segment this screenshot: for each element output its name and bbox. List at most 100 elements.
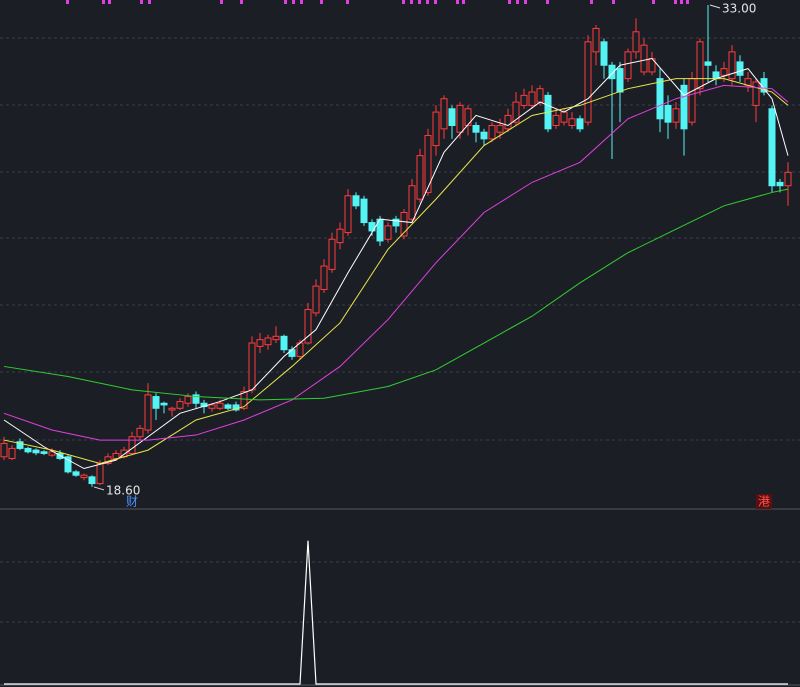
candle-body [400, 212, 408, 237]
candle-body [776, 181, 784, 187]
event-marker: 港 [758, 495, 770, 509]
moving-average-line [3, 58, 789, 470]
candle-body [696, 41, 704, 90]
price-annotation: 18.60 [106, 483, 140, 497]
candle-body [328, 238, 336, 270]
candle-body [96, 462, 104, 485]
indicator-line [4, 540, 788, 685]
candle-body [576, 118, 584, 130]
candle-body [704, 61, 712, 66]
candle-body [304, 309, 312, 344]
candle-body [584, 41, 592, 123]
candle-body [624, 51, 632, 80]
candle-body [504, 114, 512, 130]
candle-body [128, 436, 136, 454]
candle-body [568, 118, 576, 126]
candle-body [248, 342, 256, 391]
candle-body [152, 396, 160, 409]
moving-average-line [3, 188, 789, 401]
candle-body [664, 104, 672, 123]
candle-body [552, 114, 560, 126]
candle-body [168, 407, 176, 411]
candle-body [136, 427, 144, 438]
annotation-arrow [709, 4, 721, 9]
signal-strip [66, 0, 689, 4]
candle-body [80, 474, 88, 479]
candle-body [32, 449, 40, 454]
candle-body [24, 447, 32, 453]
candle-body [480, 131, 488, 140]
moving-average-line [3, 84, 789, 441]
candle-body [0, 442, 8, 458]
candle-body [672, 108, 680, 123]
candle-body [560, 111, 568, 123]
candle-body [440, 98, 448, 130]
candle-body [616, 68, 624, 93]
candle-body [336, 228, 344, 244]
candle-body [632, 31, 640, 53]
price-annotation: 33.00 [722, 2, 756, 16]
candle-body [528, 91, 536, 106]
candle-body [384, 225, 392, 240]
candle-body [512, 101, 520, 123]
candle-body [600, 41, 608, 66]
candle-body [360, 198, 368, 224]
candle-body [224, 404, 232, 409]
event-marker: 财 [126, 495, 138, 509]
candle-body [496, 124, 504, 133]
candle-body [448, 108, 456, 126]
candle-body [184, 396, 192, 404]
candle-body [488, 124, 496, 140]
candle-body [288, 349, 296, 357]
candle-body [784, 171, 792, 187]
candle-body [720, 68, 728, 76]
candle-body [344, 195, 352, 234]
candle-body [112, 452, 120, 459]
candle-body [320, 265, 328, 290]
candle-body [352, 195, 360, 207]
candle-body [752, 81, 760, 106]
candle-body [256, 339, 264, 347]
candle-body [208, 404, 216, 409]
candle-body [656, 78, 664, 120]
candle-body [472, 124, 480, 133]
candle-body [736, 61, 744, 76]
candle-body [520, 94, 528, 106]
candle-body [680, 84, 688, 130]
candle-body [432, 111, 440, 147]
candle-body [768, 108, 776, 187]
candle-body [16, 441, 24, 449]
candle-body [688, 78, 696, 123]
candle-body [272, 335, 280, 341]
moving-average-line [3, 78, 789, 465]
candle-body [8, 447, 16, 459]
candle-body [144, 394, 152, 431]
candle-body [592, 27, 600, 53]
candle-body [536, 88, 544, 103]
candle-body [456, 104, 464, 133]
candle-body [72, 471, 80, 476]
candle-body [408, 185, 416, 220]
candle-body [176, 401, 184, 409]
candle-body [264, 337, 272, 346]
candle-body [424, 135, 432, 193]
candle-body [728, 51, 736, 80]
candle-body [640, 44, 648, 73]
candle-body [240, 391, 248, 409]
candle-body [464, 108, 472, 126]
candle-body [416, 155, 424, 200]
candle-body [280, 335, 288, 351]
candle-body [232, 404, 240, 411]
candle-body [160, 402, 168, 406]
candle-body [392, 218, 400, 227]
marker-bg [756, 494, 772, 509]
candle-body [216, 402, 224, 409]
candle-body [48, 451, 56, 456]
candle-body [64, 456, 72, 473]
annotation-arrow [93, 486, 105, 491]
candle-body [312, 285, 320, 314]
candle-body [40, 451, 48, 454]
candle-body [192, 394, 200, 404]
